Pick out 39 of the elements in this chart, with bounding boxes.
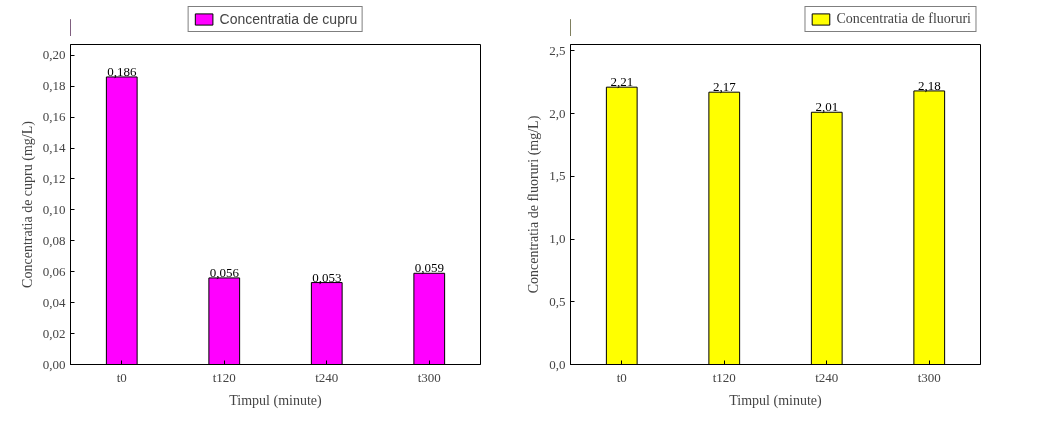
x-tick-label: t240 xyxy=(815,369,839,385)
y-tick-label: 1,5 xyxy=(549,168,566,184)
y-tick-label: 0,16 xyxy=(42,109,66,125)
x-tick-label: t300 xyxy=(417,369,441,385)
y-tick-label: 0,02 xyxy=(42,325,66,341)
y-tick-label: 0,06 xyxy=(42,263,66,279)
legend-label: Concentratia de fluoruri xyxy=(836,11,971,27)
data-label: 0,186 xyxy=(107,63,137,79)
x-tick-label: t240 xyxy=(315,369,339,385)
data-label: 0,056 xyxy=(209,264,240,280)
y-tick-label: 0,10 xyxy=(42,201,66,217)
y-tick-label: 0,14 xyxy=(42,140,66,156)
y-tick-label: 0,04 xyxy=(42,294,66,310)
x-tick-label: t0 xyxy=(116,369,127,385)
y-tick-label: 0,18 xyxy=(42,78,66,94)
data-label: 2,17 xyxy=(712,79,737,95)
data-label: 0,059 xyxy=(414,260,444,276)
x-axis-title: Timpul (minute) xyxy=(229,392,323,409)
x-tick-label: t120 xyxy=(212,369,236,385)
y-axis-title: Concentratia de fluoruri (mg/L) xyxy=(526,115,543,294)
data-label: 2,18 xyxy=(917,77,941,93)
y-tick-label: 0,08 xyxy=(42,232,66,248)
data-label: 2,21 xyxy=(610,74,634,90)
y-tick-label: 0,00 xyxy=(42,356,66,372)
data-label: 0,053 xyxy=(312,269,342,285)
y-tick-label: 0,20 xyxy=(42,47,66,63)
x-tick-label: t300 xyxy=(917,369,941,385)
y-tick-label: 2,5 xyxy=(549,42,566,58)
x-axis-title: Timpul (minute) xyxy=(729,392,823,409)
y-tick-label: 1,0 xyxy=(549,231,566,247)
data-label: 2,01 xyxy=(815,99,839,115)
x-tick-label: t0 xyxy=(616,369,627,385)
y-tick-label: 0,12 xyxy=(42,170,66,186)
y-tick-label: 2,0 xyxy=(549,105,566,121)
legend-label: Concentratia de cupru xyxy=(219,11,358,27)
x-tick-label: t120 xyxy=(712,369,736,385)
y-tick-label: 0,5 xyxy=(549,293,566,309)
y-axis-title: Concentratia de cupru (mg/L) xyxy=(19,120,36,288)
y-tick-label: 0,0 xyxy=(549,356,566,372)
